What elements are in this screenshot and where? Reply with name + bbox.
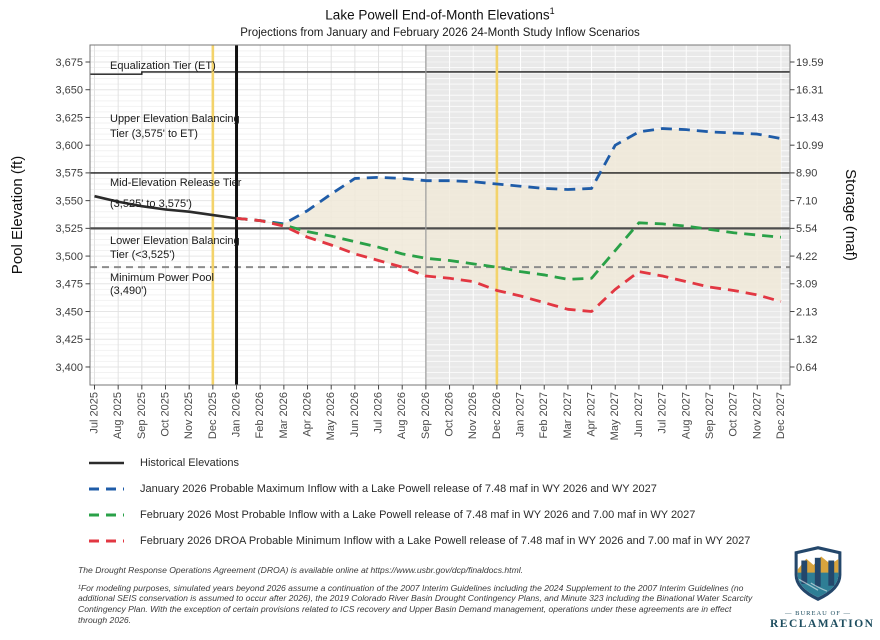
x-axis-label: May 2026 — [325, 392, 337, 440]
legend-item-historical: Historical Elevations — [88, 450, 750, 476]
legend-label: February 2026 Most Probable Inflow with … — [140, 509, 696, 521]
x-axis-label: Jan 2026 — [231, 392, 243, 437]
x-axis-label: Apr 2027 — [586, 392, 598, 437]
x-axis-label: Apr 2026 — [302, 392, 314, 437]
series-line-0 — [94, 194, 237, 220]
chart-title-text: Lake Powell End-of-Month Elevations — [325, 7, 550, 23]
max-inflow-line-swatch — [89, 487, 124, 491]
y-axis-label-left: 3,575 — [55, 168, 83, 180]
logo-bureau-of-text: — BUREAU OF — — [785, 610, 851, 617]
y-axis-label-left: 3,525 — [55, 223, 83, 235]
y-axis-label-right: 19.59 — [796, 57, 824, 69]
x-axis-label: Jan 2027 — [515, 392, 527, 437]
chart-title: Lake Powell End-of-Month Elevations1 — [0, 6, 880, 23]
y-axis-label-right: 8.90 — [796, 168, 817, 180]
minimum-power-pool-label-line1: Minimum Power Pool — [110, 272, 214, 284]
legend-item-probable-maximum: January 2026 Probable Maximum Inflow wit… — [88, 476, 750, 502]
y-axis-label-left: 3,400 — [55, 362, 83, 374]
historical-line-swatch — [89, 461, 124, 465]
equalization-tier-label: Equalization Tier (ET) — [110, 60, 216, 72]
x-axis-label: Jun 2026 — [349, 392, 361, 437]
y-axis-label-left: 3,675 — [55, 57, 83, 69]
x-axis-label: Aug 2026 — [396, 392, 408, 439]
series-line-1 — [236, 127, 782, 226]
x-axis-label: Nov 2026 — [467, 392, 479, 439]
chart-subtitle: Projections from January and February 20… — [240, 27, 640, 39]
x-axis-label: Oct 2025 — [160, 392, 172, 437]
y-axis-label-right: 1.32 — [796, 334, 817, 346]
x-axis-label: Dec 2025 — [207, 392, 219, 439]
x-axis-label: Feb 2026 — [254, 392, 266, 438]
x-axis-label: Sep 2026 — [420, 392, 432, 439]
min-inflow-line-swatch — [89, 539, 124, 543]
series-line-2 — [236, 216, 782, 281]
footnote-modeling: ¹For modeling purposes, simulated years … — [78, 582, 753, 625]
y-axis-label-left: 3,500 — [55, 251, 83, 263]
most-probable-line-swatch — [89, 513, 124, 517]
mid-tier-label-line2: (3,525' to 3,575') — [110, 198, 192, 210]
x-axis-label: Nov 2027 — [751, 392, 763, 439]
lower-tier-label-line2: Tier (<3,525') — [110, 249, 175, 261]
projection-envelope-fill — [236, 128, 781, 312]
y-axis-label-right: 7.10 — [796, 195, 817, 207]
x-axis-label: Sep 2027 — [704, 392, 716, 439]
x-axis-label: Aug 2025 — [112, 392, 124, 439]
x-axis-label: Mar 2026 — [278, 392, 290, 438]
legend-label: January 2026 Probable Maximum Inflow wit… — [140, 483, 657, 495]
footnotes: The Drought Response Operations Agreemen… — [78, 565, 754, 633]
y-axis-label-left: 3,600 — [55, 140, 83, 152]
y-axis-label-left: 3,475 — [55, 279, 83, 291]
plot-border — [89, 44, 791, 386]
equalization-tier-line — [90, 71, 790, 75]
y-axis-title-left: Pool Elevation (ft) — [9, 156, 26, 274]
minimum-power-pool-label-line2: (3,490') — [110, 285, 147, 297]
chart-legend: Historical Elevations January 2026 Proba… — [88, 450, 750, 554]
y-axis-label-left: 3,650 — [55, 85, 83, 97]
y-axis-label-right: 0.64 — [796, 362, 817, 374]
x-axis-label: Jul 2026 — [373, 392, 385, 434]
footnote-droa: The Drought Response Operations Agreemen… — [78, 565, 524, 575]
lower-tier-label-line1: Lower Elevation Balancing — [110, 235, 240, 247]
chart-render-layers: 3,675 19.59 3,650 16.31 3,625 13.43 3,600 10.99… — [55, 44, 824, 440]
x-axis-label: Sep 2025 — [136, 392, 148, 439]
upper-tier-label-line1: Upper Elevation Balancing — [110, 113, 240, 125]
x-axis-label: Oct 2027 — [728, 392, 740, 437]
x-axis-label: May 2027 — [609, 392, 621, 440]
series-line-3 — [236, 216, 782, 313]
y-axis-label-right: 16.31 — [796, 85, 824, 97]
y-axis-label-left: 3,425 — [55, 334, 83, 346]
upper-tier-label-line2: Tier (3,575' to ET) — [110, 128, 198, 140]
y-axis-label-right: 10.99 — [796, 140, 824, 152]
legend-item-probable-minimum: February 2026 DROA Probable Minimum Infl… — [88, 528, 750, 554]
y-axis-label-right: 5.54 — [796, 223, 817, 235]
logo-reclamation-text: RECLAMATION — [770, 618, 875, 630]
x-axis-label: Jun 2027 — [633, 392, 645, 437]
x-axis-label: Mar 2027 — [562, 392, 574, 438]
bureau-of-reclamation-logo: — BUREAU OF — RECLAMATION — [770, 545, 875, 630]
y-axis-label-right: 4.22 — [796, 251, 817, 263]
legend-item-most-probable: February 2026 Most Probable Inflow with … — [88, 502, 750, 528]
legend-label: Historical Elevations — [140, 457, 240, 469]
x-axis-label: Dec 2027 — [775, 392, 787, 439]
chart-title-footnote-marker: 1 — [549, 6, 555, 16]
x-axis-label: Nov 2025 — [183, 392, 195, 439]
mid-tier-label-line1: Mid-Elevation Release Tier — [110, 177, 242, 189]
x-axis-label: Feb 2027 — [538, 392, 550, 438]
reclamation-shield-icon — [794, 546, 842, 601]
y-axis-label-left: 3,450 — [55, 306, 83, 318]
x-axis-label: Dec 2026 — [491, 392, 503, 439]
y-axis-label-left: 3,625 — [55, 112, 83, 124]
y-axis-label-left: 3,550 — [55, 195, 83, 207]
y-axis-label-right: 3.09 — [796, 279, 817, 291]
y-axis-title-right: Storage (maf) — [842, 169, 859, 261]
x-axis-label: Jul 2025 — [89, 392, 101, 434]
legend-label: February 2026 DROA Probable Minimum Infl… — [140, 535, 751, 547]
x-axis-label: Aug 2027 — [680, 392, 692, 439]
elevation-projection-chart: 3,675 19.59 3,650 16.31 3,625 13.43 3,600 10.99… — [9, 44, 859, 440]
x-axis-label: Jul 2027 — [657, 392, 669, 434]
y-axis-label-right: 13.43 — [796, 112, 824, 124]
x-axis-label: Oct 2026 — [444, 392, 456, 437]
y-axis-label-right: 2.13 — [796, 306, 817, 318]
